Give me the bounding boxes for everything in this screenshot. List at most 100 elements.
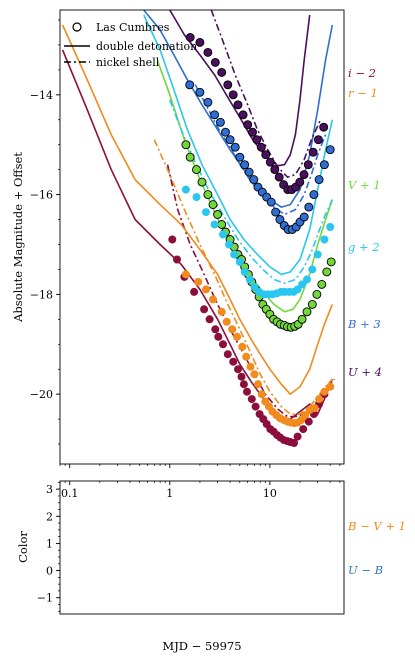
data-point-b-v-1: [220, 537, 228, 545]
model-line-nickel-shell-g-2: [169, 99, 334, 285]
data-point-b-v-1: [294, 541, 302, 549]
data-point-b-v-1: [226, 536, 234, 544]
data-point-r-1: [202, 285, 210, 294]
data-point-u-b: [264, 580, 272, 588]
series-label-r-1: r − 1: [348, 86, 378, 100]
data-point-v-1: [317, 279, 327, 289]
data-point-u-4: [299, 170, 309, 180]
data-point-r-1: [194, 277, 203, 286]
data-point-i-2: [200, 305, 209, 314]
data-point-i-2: [251, 402, 260, 411]
data-point-u-b: [220, 571, 228, 579]
data-point-u-4: [303, 160, 313, 170]
data-point-r-1: [209, 295, 217, 304]
data-point-g-2: [245, 275, 254, 284]
model-line-double-detonation-b-v-1: [60, 491, 335, 548]
data-point-b-3: [203, 97, 213, 107]
data-point-b-v-1: [303, 539, 311, 547]
data-point-u-b: [196, 576, 204, 584]
data-point-i-2: [290, 439, 298, 447]
data-point-r-1: [315, 395, 324, 404]
data-point-i-2: [219, 340, 227, 349]
data-point-v-1: [326, 257, 336, 267]
y-tick-label: 2: [46, 510, 53, 523]
data-point-r-1: [222, 317, 231, 326]
legend-label-double-detonation: double detonation: [96, 40, 197, 53]
y-tick-label: −1: [37, 592, 53, 605]
legend-marker-icon: [72, 22, 82, 32]
data-point-u-b: [226, 570, 234, 578]
data-point-v-1: [312, 289, 322, 299]
data-point-g-2: [313, 250, 322, 259]
data-point-b-3: [299, 212, 309, 222]
data-point-b-3: [244, 167, 254, 177]
data-point-r-1: [250, 370, 259, 379]
model-line-double-detonation-i-2: [61, 49, 334, 420]
data-point-b-v-1: [328, 519, 336, 527]
data-point-b-v-1: [264, 543, 272, 551]
data-point-g-2: [308, 265, 317, 274]
model-line-double-detonation-r-1: [61, 24, 334, 396]
y-tick-label: −18: [30, 288, 53, 301]
top-panel: −20 −18 −16 −14 Absolute Magnitude + Offset…: [11, 9, 382, 468]
data-point-r-1: [326, 382, 335, 391]
data-point-u-b: [294, 580, 302, 588]
data-point-g-2: [202, 208, 210, 217]
data-point-u-4: [274, 172, 284, 182]
data-point-i-2: [247, 395, 256, 404]
legend: Las Cumbres double detonation nickel she…: [64, 21, 197, 69]
data-point-b-3: [221, 127, 230, 137]
series-label-u-4: U + 4: [348, 365, 382, 379]
data-point-i-2: [214, 332, 223, 341]
data-point-u-4: [265, 157, 275, 167]
data-point-b-3: [215, 117, 225, 127]
data-point-i-2: [190, 287, 199, 296]
data-point-u-b: [260, 580, 268, 588]
data-point-g-2: [240, 267, 249, 276]
data-point-b-v-1: [255, 542, 263, 550]
data-point-g-2: [210, 220, 219, 229]
bottom-panel: −1 0 1 2 3 0.1 1 10 Color MJD − 59975 B − V + …: [16, 480, 406, 653]
data-point-r-1: [320, 387, 329, 396]
data-point-u-4: [243, 120, 253, 130]
data-point-b-3: [235, 152, 245, 162]
data-point-b-3: [275, 215, 285, 224]
data-point-b-3: [304, 202, 314, 212]
data-point-b-3: [325, 145, 335, 155]
data-point-r-1: [246, 362, 255, 371]
data-point-u-4: [228, 90, 238, 100]
data-point-r-1: [257, 390, 266, 399]
data-point-u-b: [281, 581, 289, 589]
data-point-u-4: [308, 147, 318, 157]
y-tick-label: 1: [46, 537, 53, 550]
bottom-axes-frame: [59, 480, 345, 615]
data-point-v-1: [197, 177, 207, 187]
data-point-i-2: [239, 380, 248, 389]
data-point-b-3: [225, 135, 235, 145]
x-tick-label: 1: [166, 487, 173, 500]
data-point-v-1: [203, 190, 213, 200]
data-point-u-4: [210, 57, 220, 67]
data-point-u-4: [238, 110, 248, 120]
data-point-b-3: [314, 175, 324, 185]
data-point-u-b: [186, 575, 194, 583]
data-point-b-v-1: [298, 540, 306, 548]
data-point-v-1: [217, 220, 227, 229]
model-line-double-detonation-u-b: [60, 535, 332, 601]
data-point-u-4: [203, 47, 213, 57]
data-point-b-v-1: [246, 539, 254, 547]
data-point-u-b: [255, 578, 263, 586]
x-axis-label: MJD − 59975: [162, 639, 241, 653]
data-point-b-v-1: [319, 534, 327, 542]
data-point-i-2: [304, 417, 313, 426]
data-point-g-2: [303, 275, 311, 284]
data-point-r-1: [181, 270, 190, 279]
data-point-b-3: [185, 80, 195, 90]
data-point-v-1: [213, 210, 223, 219]
x-tick-label: 10: [263, 487, 277, 500]
data-point-g-2: [230, 250, 239, 259]
data-point-b-v-1: [250, 541, 258, 549]
data-point-v-1: [181, 140, 191, 150]
data-point-u-b: [308, 575, 316, 583]
data-point-b-v-1: [186, 536, 194, 544]
